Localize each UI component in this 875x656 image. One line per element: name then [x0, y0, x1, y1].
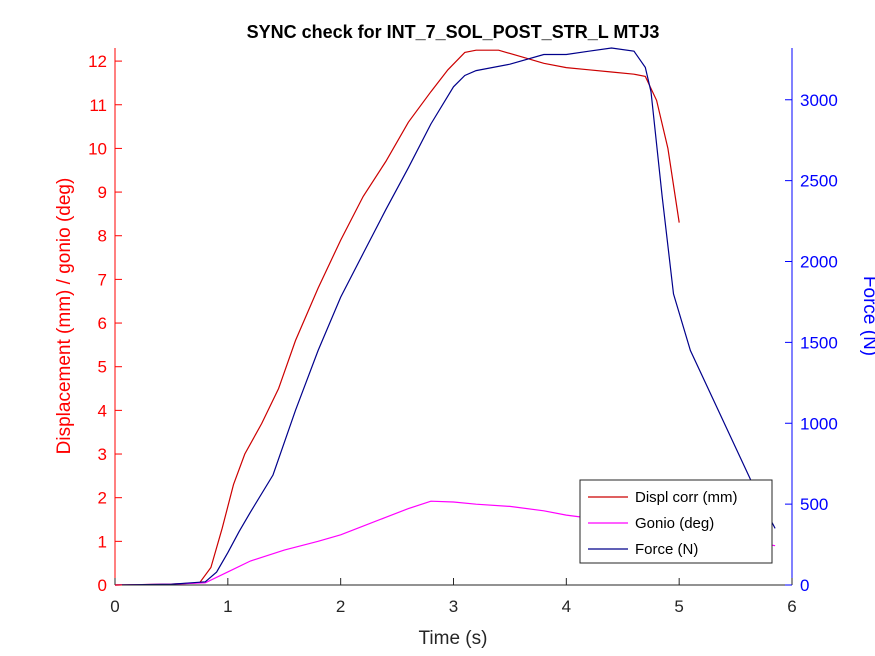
y-left-tick-label: 3	[98, 445, 107, 464]
y-left-tick-label: 11	[89, 96, 107, 115]
x-tick-label: 1	[223, 597, 232, 616]
x-axis-label: Time (s)	[419, 628, 488, 649]
y-right-tick-label: 1500	[800, 333, 838, 352]
legend-label: Displ corr (mm)	[635, 489, 738, 506]
y-left-tick-label: 8	[98, 227, 107, 246]
legend: Displ corr (mm) Gonio (deg) Force (N)	[579, 479, 773, 564]
y-left-tick-label: 2	[98, 489, 107, 508]
chart-title: SYNC check for INT_7_SOL_POST_STR_L MTJ3	[247, 22, 660, 42]
y-right-tick-label: 2500	[800, 172, 838, 191]
series-line-force-n	[114, 47, 776, 586]
y-left-tick-label: 7	[98, 270, 107, 289]
left-axis-label: Displacement (mm) / gonio (deg)	[54, 178, 75, 455]
y-right-tick-label: 1000	[800, 414, 838, 433]
y-left-tick-label: 0	[98, 576, 107, 595]
y-left-tick-label: 10	[88, 139, 107, 158]
y-right-tick-label: 500	[800, 495, 828, 514]
x-tick-label: 4	[562, 597, 571, 616]
y-left-tick-label: 9	[98, 183, 107, 202]
y-left-tick-label: 1	[98, 532, 107, 551]
x-tick-label: 5	[674, 597, 683, 616]
right-axis-label: Force (N)	[859, 276, 875, 356]
legend-label: Gonio (deg)	[635, 515, 714, 532]
y-left-tick-label: 12	[88, 52, 107, 71]
y-left-tick-label: 5	[98, 358, 107, 377]
y-ticks-right: 0 500 1000 1500 2000 2500 3000	[785, 91, 838, 595]
x-tick-label: 2	[336, 597, 345, 616]
x-tick-label: 0	[110, 597, 119, 616]
x-ticks: 0 1 2 3 4 5 6	[110, 578, 797, 616]
legend-label: Force (N)	[635, 541, 698, 558]
y-right-tick-label: 0	[800, 576, 809, 595]
series-line-displ-corr-mm	[114, 49, 680, 586]
x-tick-label: 3	[449, 597, 458, 616]
y-right-tick-label: 2000	[800, 253, 838, 272]
x-tick-label: 6	[787, 597, 796, 616]
y-right-tick-label: 3000	[800, 91, 838, 110]
y-left-tick-label: 4	[98, 401, 107, 420]
y-left-tick-label: 6	[98, 314, 107, 333]
